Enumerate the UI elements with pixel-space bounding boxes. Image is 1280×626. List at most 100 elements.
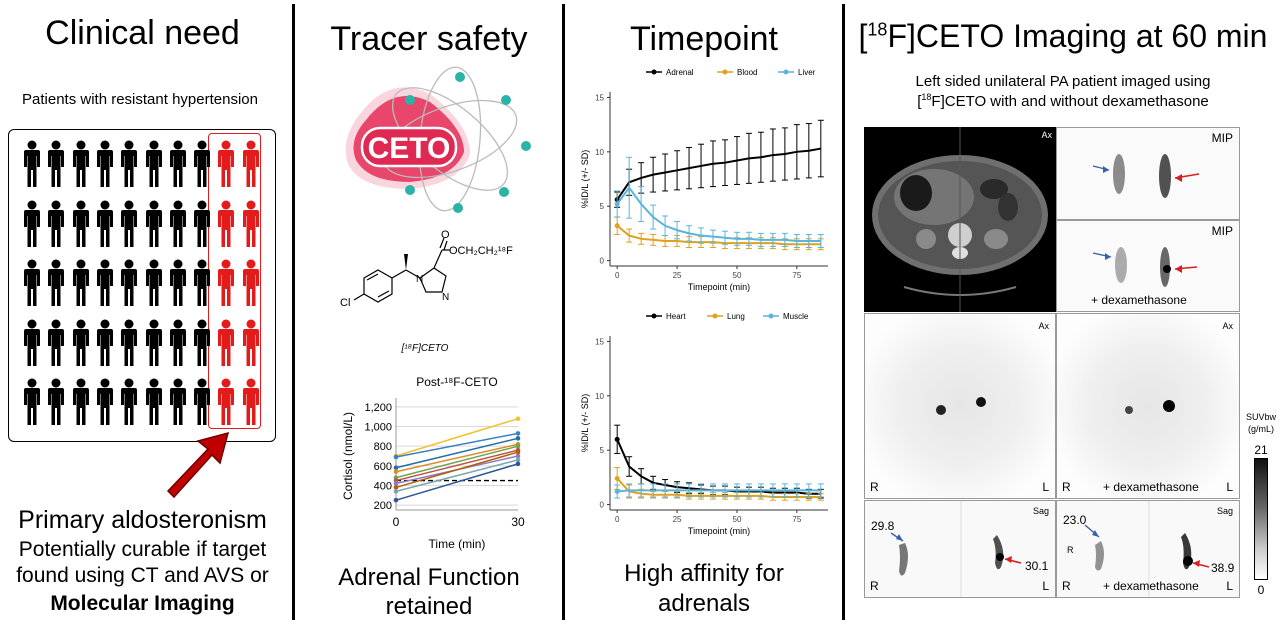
person-icon bbox=[48, 319, 65, 366]
pet-axial-right-panel: Ax R + dexamethasone L bbox=[1056, 313, 1240, 499]
person-red-icon bbox=[218, 378, 235, 425]
cortisol-ytick: 400 bbox=[374, 480, 392, 492]
person-icon bbox=[145, 259, 162, 306]
cortisol-series-line-9 bbox=[395, 463, 519, 501]
bio-bottom-xlabel: Timepoint (min) bbox=[688, 526, 750, 536]
person-red-icon bbox=[218, 319, 235, 366]
biodistribution-chart-bottom: Heart Lung Muscle 0 5 10 15 0 25 50 75 Timepoint (m… bbox=[580, 312, 828, 536]
imaging-title-prefix: [ bbox=[858, 18, 868, 54]
person-red-icon bbox=[242, 378, 259, 425]
bio-bottom-ytick: 0 bbox=[600, 501, 605, 510]
biodistribution-chart-top: Adrenal Blood Liver 0 5 10 15 0 25 50 75 Timepoint … bbox=[580, 68, 828, 292]
timepoint-caption1: High affinity for bbox=[624, 560, 784, 587]
person-icon bbox=[48, 378, 65, 425]
chem-n2: N bbox=[442, 292, 449, 303]
cortisol-xlabel: Time (min) bbox=[429, 537, 486, 551]
bio-bottom-ylabel: %ID/L (+/- SD) bbox=[580, 394, 590, 452]
safety-caption2: retained bbox=[385, 593, 473, 620]
cortisol-point bbox=[515, 416, 521, 421]
safety-title: Tracer safety bbox=[330, 20, 528, 58]
pet-sag-left-panel: 29.8 30.1 Sag R L bbox=[864, 500, 1056, 598]
bio-top-ytick: 15 bbox=[595, 93, 604, 102]
imaging-desc2-sup: 18 bbox=[921, 92, 932, 102]
sag-right-val-right: 38.9 bbox=[1211, 561, 1235, 575]
sag-right-dexa: + dexamethasone bbox=[1103, 579, 1199, 593]
sag-left-label: Sag bbox=[1032, 506, 1049, 516]
person-icon bbox=[145, 378, 162, 425]
cortisol-point bbox=[393, 485, 399, 490]
cortisol-series-line-2 bbox=[395, 437, 519, 469]
imaging-title-main: F]CETO Imaging at 60 min bbox=[887, 18, 1268, 54]
pet-ax-left-r: R bbox=[870, 480, 879, 494]
person-red-icon bbox=[242, 259, 259, 306]
person-icon bbox=[24, 200, 40, 247]
bio-top-ylabel: %ID/L (+/- SD) bbox=[580, 150, 590, 208]
imaging-desc2-main: F]CETO with and without dexamethasone bbox=[931, 93, 1209, 110]
bio-bottom-point bbox=[614, 436, 620, 442]
bio-bottom-xtick: 25 bbox=[673, 515, 682, 524]
bio-top-legend-label: Adrenal bbox=[666, 68, 694, 77]
clinical-line1: Primary aldosteronism bbox=[18, 506, 267, 534]
cortisol-ytick: 800 bbox=[374, 441, 392, 453]
bio-top-legend-marker bbox=[783, 69, 789, 75]
person-icon bbox=[96, 319, 113, 366]
person-icon bbox=[194, 259, 211, 306]
imaging-title-sup: 18 bbox=[867, 19, 888, 40]
person-icon bbox=[169, 200, 186, 247]
timepoint-caption2: adrenals bbox=[657, 590, 751, 617]
bio-bottom-legend-label: Lung bbox=[727, 312, 745, 321]
pet-ax-left-l: L bbox=[1042, 480, 1049, 494]
sag-right-label: Sag bbox=[1216, 506, 1233, 516]
red-arrow-icon bbox=[166, 431, 230, 499]
person-icon bbox=[24, 378, 40, 425]
bio-bottom-xtick: 50 bbox=[733, 515, 742, 524]
bio-bottom-xtick: 75 bbox=[792, 515, 801, 524]
cortisol-point bbox=[515, 436, 521, 441]
person-icon bbox=[96, 259, 113, 306]
colorbar-max: 21 bbox=[1254, 443, 1268, 457]
cortisol-point bbox=[393, 497, 399, 503]
colorbar bbox=[1254, 458, 1268, 580]
person-red-icon bbox=[242, 140, 259, 187]
colorbar-title1: SUVbw bbox=[1245, 412, 1276, 422]
person-icon bbox=[121, 140, 138, 187]
chem-substituent: OCH₂CH₂¹⁸F bbox=[449, 245, 513, 257]
bio-bottom-legend-marker bbox=[768, 313, 774, 319]
person-icon bbox=[96, 140, 113, 187]
bio-bottom-series-muscle bbox=[617, 489, 821, 493]
person-icon bbox=[121, 200, 138, 247]
bio-bottom-legend-label: Muscle bbox=[783, 312, 809, 321]
person-icon bbox=[96, 200, 113, 247]
cortisol-series-line-3 bbox=[395, 443, 519, 473]
person-icon bbox=[72, 378, 89, 425]
people-box bbox=[8, 129, 276, 442]
ct-ax-label: Ax bbox=[1041, 130, 1052, 140]
cortisol-ytick: 1,000 bbox=[364, 422, 392, 434]
clinical-line4: Molecular Imaging bbox=[50, 592, 235, 615]
bio-top-xtick: 25 bbox=[673, 271, 682, 280]
bio-top-ytick: 0 bbox=[600, 257, 605, 266]
chem-o: O bbox=[441, 229, 450, 241]
sag-left-val-top: 29.8 bbox=[871, 519, 895, 533]
cortisol-chart: Post-¹⁸F-CETO 200 400 600 800 1,000 1,200 0 30 Ti… bbox=[341, 375, 525, 551]
cortisol-point bbox=[393, 481, 399, 486]
cortisol-ytick: 1,200 bbox=[364, 402, 392, 414]
mip-bottom-dexa: + dexamethasone bbox=[1091, 293, 1187, 307]
mip-bottom-panel: MIP + dexamethasone bbox=[1056, 220, 1240, 312]
bio-bottom-point bbox=[614, 475, 620, 481]
bio-top-legend-label: Liver bbox=[798, 68, 816, 77]
cortisol-point bbox=[515, 453, 521, 459]
sag-right-val-top: 23.0 bbox=[1063, 513, 1087, 527]
cortisol-point bbox=[515, 461, 521, 467]
cortisol-point bbox=[515, 449, 521, 455]
person-red-icon bbox=[218, 259, 235, 306]
pet-ax-right-label: Ax bbox=[1222, 321, 1233, 331]
bio-top-series-liver bbox=[616, 186, 821, 242]
bio-top-xtick: 0 bbox=[615, 271, 620, 280]
bio-bottom-point bbox=[614, 489, 620, 495]
person-red-icon bbox=[242, 200, 259, 247]
bio-bottom-series-heart bbox=[616, 438, 821, 495]
person-icon bbox=[169, 319, 186, 366]
person-icon bbox=[121, 378, 138, 425]
divider-3 bbox=[842, 4, 845, 620]
